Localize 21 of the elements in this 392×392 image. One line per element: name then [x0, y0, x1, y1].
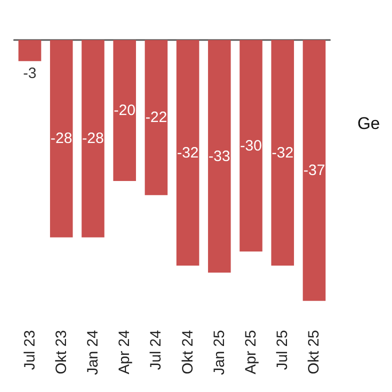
x-tick-label: Jan 24	[84, 330, 102, 376]
data-label: -28	[50, 130, 72, 148]
x-tick-label: Okt 23	[52, 330, 70, 374]
data-label: -32	[272, 144, 294, 162]
x-tick-label: Jul 23	[21, 330, 38, 370]
x-tick-label: Jul 24	[148, 330, 165, 370]
data-label: -20	[114, 102, 136, 119]
data-label: -30	[240, 137, 262, 154]
x-tick-label: Apr 25	[242, 330, 260, 374]
data-label: -3	[23, 65, 36, 82]
x-tick-label: Okt 24	[179, 330, 196, 374]
data-label: -32	[176, 144, 199, 162]
x-tick-label: Apr 24	[116, 330, 134, 374]
x-tick-label: Jan 25	[210, 330, 228, 376]
data-label: -22	[145, 109, 168, 126]
data-label: -28	[82, 130, 104, 148]
data-label: -33	[208, 148, 230, 165]
x-tick-label: Okt 25	[306, 330, 323, 374]
x-tick-label: Jul 25	[274, 330, 292, 370]
data-label: -37	[303, 162, 326, 179]
text: Ge	[357, 114, 380, 133]
